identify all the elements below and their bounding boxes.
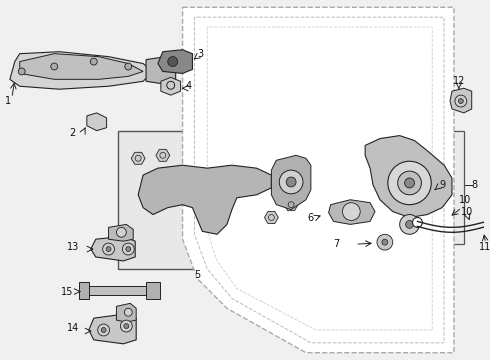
Circle shape xyxy=(406,220,414,228)
Polygon shape xyxy=(450,88,472,113)
Text: 6: 6 xyxy=(308,212,314,222)
Circle shape xyxy=(168,57,178,67)
Circle shape xyxy=(117,228,126,237)
Circle shape xyxy=(121,320,132,332)
Circle shape xyxy=(124,324,129,329)
Polygon shape xyxy=(329,200,375,224)
Text: 2: 2 xyxy=(69,128,75,138)
Polygon shape xyxy=(365,136,452,217)
Polygon shape xyxy=(265,212,278,224)
Polygon shape xyxy=(158,50,193,73)
Bar xyxy=(324,192,417,256)
Text: 15: 15 xyxy=(61,287,74,297)
Polygon shape xyxy=(10,52,153,89)
Polygon shape xyxy=(161,77,181,95)
Polygon shape xyxy=(20,54,143,79)
Polygon shape xyxy=(109,224,133,241)
Polygon shape xyxy=(89,314,136,344)
Circle shape xyxy=(400,215,419,234)
Bar xyxy=(79,282,89,300)
Text: 11: 11 xyxy=(479,242,490,252)
Circle shape xyxy=(388,161,431,205)
Polygon shape xyxy=(156,149,170,161)
Text: 10: 10 xyxy=(461,207,473,217)
Text: 14: 14 xyxy=(67,323,79,333)
Circle shape xyxy=(382,239,388,245)
Polygon shape xyxy=(172,7,454,353)
Circle shape xyxy=(125,63,132,70)
Circle shape xyxy=(106,247,111,252)
Circle shape xyxy=(122,243,134,255)
Text: 4: 4 xyxy=(186,81,192,91)
Circle shape xyxy=(124,308,132,316)
Circle shape xyxy=(286,177,296,187)
Bar xyxy=(84,285,148,296)
Polygon shape xyxy=(117,303,136,322)
Circle shape xyxy=(126,247,131,252)
Text: 10: 10 xyxy=(459,195,471,205)
Circle shape xyxy=(405,178,415,188)
Text: 13: 13 xyxy=(67,242,79,252)
Circle shape xyxy=(90,58,97,65)
Polygon shape xyxy=(271,155,311,210)
Circle shape xyxy=(18,68,25,75)
Text: 8: 8 xyxy=(472,180,478,190)
Circle shape xyxy=(279,170,303,194)
Text: 3: 3 xyxy=(197,49,203,59)
Text: 9: 9 xyxy=(439,180,445,190)
Bar xyxy=(350,131,464,244)
Polygon shape xyxy=(146,57,175,84)
Circle shape xyxy=(459,99,464,104)
Circle shape xyxy=(455,95,467,107)
Circle shape xyxy=(51,63,58,70)
Circle shape xyxy=(102,243,115,255)
Circle shape xyxy=(398,171,421,195)
Polygon shape xyxy=(138,165,271,234)
Circle shape xyxy=(413,217,422,228)
Polygon shape xyxy=(87,113,107,131)
Circle shape xyxy=(343,203,360,220)
Circle shape xyxy=(101,328,106,333)
Circle shape xyxy=(377,234,393,250)
Bar xyxy=(146,282,160,300)
Text: 7: 7 xyxy=(334,239,340,249)
Text: 1: 1 xyxy=(5,96,11,106)
Text: 12: 12 xyxy=(453,76,465,86)
Text: 5: 5 xyxy=(194,270,200,280)
Bar xyxy=(119,131,301,269)
Polygon shape xyxy=(284,199,298,211)
Circle shape xyxy=(98,324,110,336)
Polygon shape xyxy=(131,152,145,164)
Polygon shape xyxy=(91,236,135,261)
